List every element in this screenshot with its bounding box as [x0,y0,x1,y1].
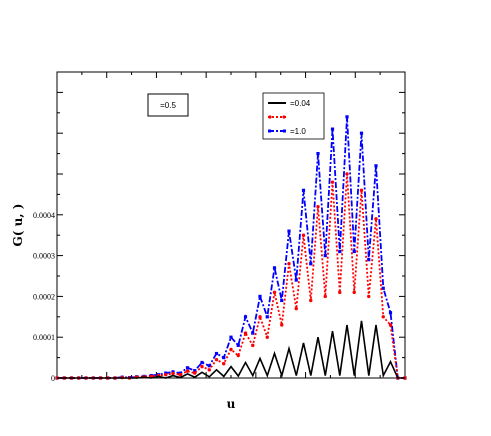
series-point-2 [214,351,219,356]
series-point-2 [287,229,291,233]
y-tick-label: 0.0004 [33,211,55,220]
series-point-1 [222,362,226,366]
series-point-2 [338,249,342,254]
series-point-1 [258,315,262,319]
series-point-2 [265,315,269,319]
series-point-1 [236,353,240,358]
y-tick-label: 0 [51,374,55,383]
legend-marker-red-2 [282,115,286,119]
plot-area [55,115,407,380]
series-point-1 [229,347,233,352]
series-point-2 [352,249,356,254]
series-point-2 [374,164,378,168]
series-point-1 [301,233,306,237]
series-point-1 [345,172,349,176]
y-tick-label: 0.0003 [33,252,55,261]
y-tick-label: 0.0001 [33,333,55,342]
series-point-2 [243,315,248,319]
y-tick-label: 0.0002 [33,292,55,301]
series-point-1 [294,306,298,311]
annotation-text: =0.5 [160,101,176,110]
series-point-1 [251,343,255,348]
series-point-1 [287,262,291,266]
series-point-1 [265,335,269,339]
legend-marker-blue-2 [283,129,286,133]
series-point-2 [330,127,335,131]
series-point-2 [272,266,277,270]
series-point-2 [309,262,313,266]
series-point-2 [359,131,364,135]
series-point-2 [207,364,211,368]
series-point-2 [280,298,284,303]
series-point-1 [178,373,182,377]
series-point-1 [164,373,168,377]
series-point-1 [207,368,211,372]
x-axis [56,72,406,378]
series-point-2 [381,286,385,290]
series-point-1 [338,290,342,295]
series-point-2 [222,356,226,360]
series-point-1 [316,204,320,209]
legend-marker-red [268,115,272,119]
series-point-1 [367,294,371,299]
series-point-1 [352,290,356,295]
series-point-1 [381,315,385,319]
legend: =0.04 =1.0 [262,92,325,140]
series-point-1 [200,364,204,369]
series-point-1 [214,357,219,362]
series-point-1 [272,290,277,295]
series-point-2 [258,294,262,298]
legend-marker-blue [268,129,271,133]
series-point-2 [323,254,327,258]
series-point-1 [171,371,175,376]
series-point-2 [301,188,306,192]
x-axis-title: u [227,397,236,411]
series-line-0 [57,320,405,379]
series-point-1 [309,298,313,303]
y-axis: 0 0.0001 0.0002 0.0003 0.0004 [33,71,405,383]
series-point-1 [280,323,284,327]
series-point-2 [185,366,190,370]
legend-label-black: =0.04 [290,99,311,108]
series-point-1 [243,331,248,335]
series-point-2 [251,331,255,335]
series-point-1 [388,323,393,327]
series-point-2 [388,311,393,315]
series-point-2 [200,360,204,365]
series-point-1 [185,369,190,373]
series-point-2 [345,115,349,119]
legend-label-blue: =1.0 [290,127,306,136]
series-point-2 [236,343,240,347]
series-point-2 [294,278,298,282]
series-line-1 [57,173,405,379]
series-point-2 [229,335,233,339]
series-point-1 [323,294,327,299]
annotation-box: =0.5 [147,93,189,117]
y-axis-title: G( u, ) [11,204,25,247]
series-point-2 [193,369,197,373]
series-point-1 [374,217,378,221]
series-point-2 [367,258,371,262]
series-point-1 [193,371,197,375]
series-point-2 [316,152,320,156]
series-line-2 [57,116,405,379]
series-point-1 [330,180,335,184]
series-point-1 [359,188,364,193]
